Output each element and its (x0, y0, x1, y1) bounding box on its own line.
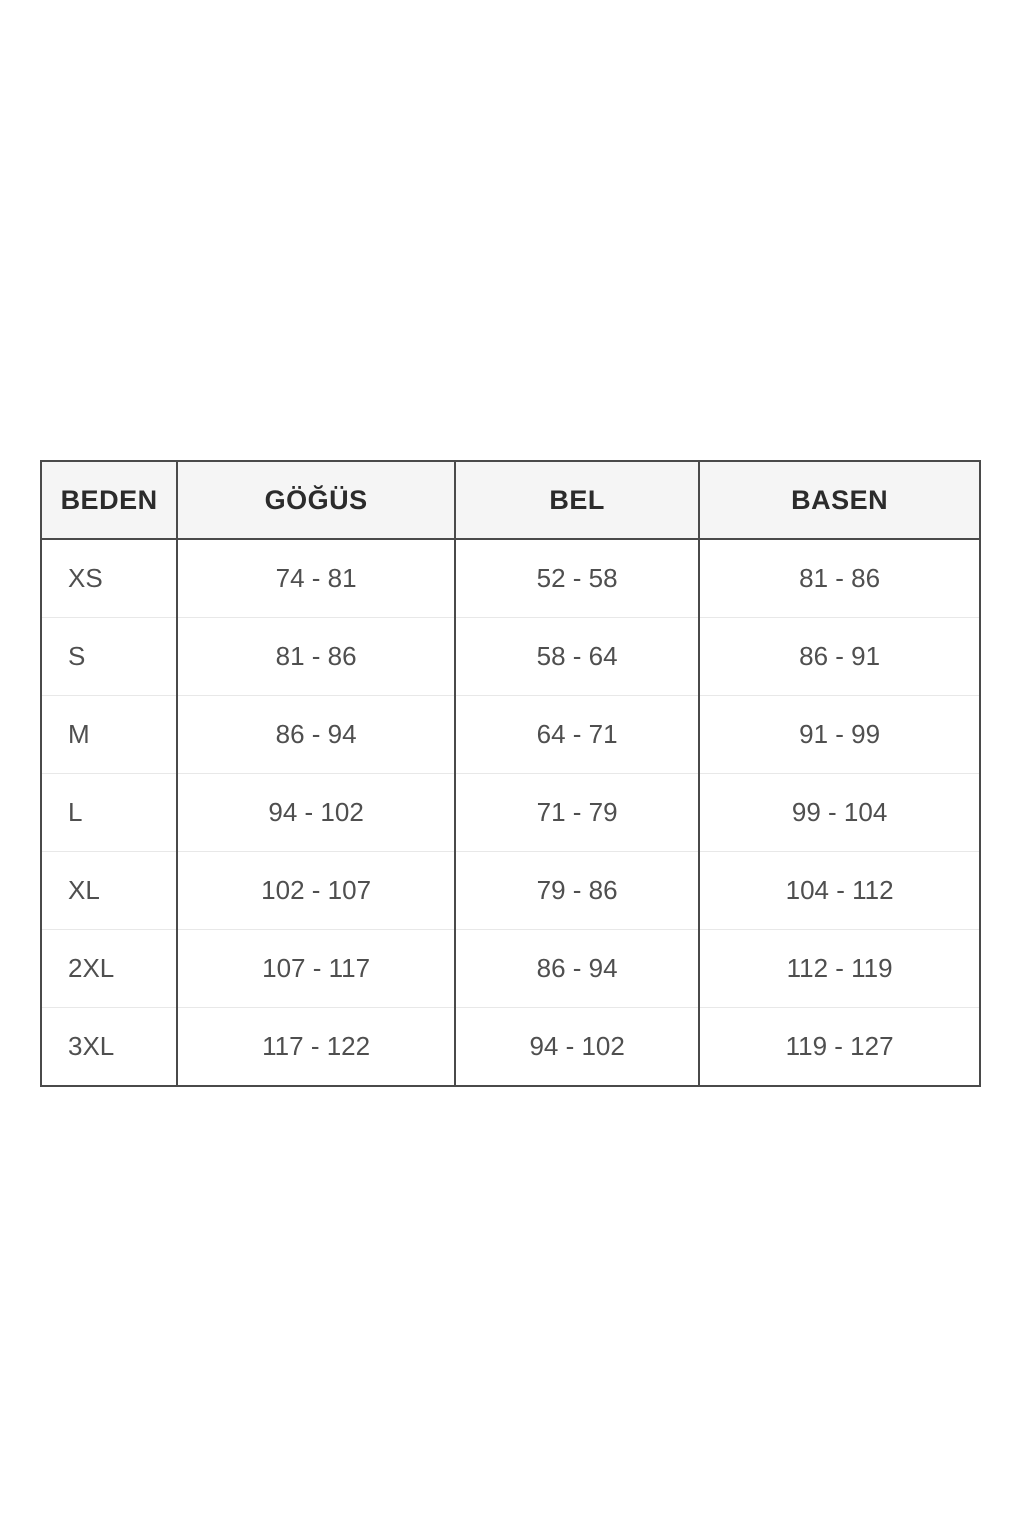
column-header-bel: BEL (454, 461, 700, 540)
size-chart: BEDEN GÖĞÜS BEL BASEN XS 74 - 81 52 - 58… (40, 460, 981, 1087)
bel-cell: 86 - 94 (454, 929, 700, 1008)
table-row: S 81 - 86 58 - 64 86 - 91 (41, 617, 980, 696)
basen-cell: 119 - 127 (698, 1007, 980, 1086)
gogus-cell: 94 - 102 (176, 773, 456, 852)
column-header-beden: BEDEN (41, 461, 178, 540)
bel-cell: 71 - 79 (454, 773, 700, 852)
size-cell: L (41, 773, 178, 852)
basen-cell: 86 - 91 (698, 617, 980, 696)
basen-cell: 81 - 86 (698, 539, 980, 618)
size-cell: 2XL (41, 929, 178, 1008)
size-cell: 3XL (68, 1031, 115, 1061)
gogus-cell: 117 - 122 (176, 1007, 456, 1086)
gogus-cell: 74 - 81 (176, 539, 456, 618)
basen-cell: 104 - 112 (698, 851, 980, 930)
column-header-basen: BASEN (698, 461, 980, 540)
bel-cell: 58 - 64 (454, 617, 700, 696)
table-row: L 94 - 102 71 - 79 99 - 104 (41, 773, 980, 852)
table-row: 2XL 107 - 117 86 - 94 112 - 119 (41, 929, 980, 1008)
basen-cell: 91 - 99 (698, 695, 980, 774)
gogus-cell: 81 - 86 (176, 617, 456, 696)
table-row: M 86 - 94 64 - 71 91 - 99 (41, 695, 980, 774)
bel-cell: 64 - 71 (454, 695, 700, 774)
gogus-cell: 102 - 107 (176, 851, 456, 930)
size-cell: S (41, 617, 178, 696)
size-cell: XL (41, 851, 178, 930)
header-row: BEDEN GÖĞÜS BEL BASEN (41, 461, 980, 540)
table-row: XS 74 - 81 52 - 58 81 - 86 (41, 539, 980, 618)
bel-cell: 52 - 58 (454, 539, 700, 618)
table-row: 3XL 117 - 122 94 - 102 119 - 127 (41, 1007, 980, 1086)
size-cell: M (41, 695, 178, 774)
column-header-gogus: GÖĞÜS (176, 461, 456, 540)
basen-cell: 112 - 119 (698, 929, 980, 1008)
table-row: XL 102 - 107 79 - 86 104 - 112 (41, 851, 980, 930)
basen-cell: 99 - 104 (698, 773, 980, 852)
bel-cell: 79 - 86 (454, 851, 700, 930)
size-cell: XS (41, 539, 178, 618)
gogus-cell: 86 - 94 (176, 695, 456, 774)
size-chart-table: BEDEN GÖĞÜS BEL BASEN XS 74 - 81 52 - 58… (40, 460, 981, 1087)
gogus-cell: 107 - 117 (176, 929, 456, 1008)
bel-cell: 94 - 102 (454, 1007, 700, 1086)
